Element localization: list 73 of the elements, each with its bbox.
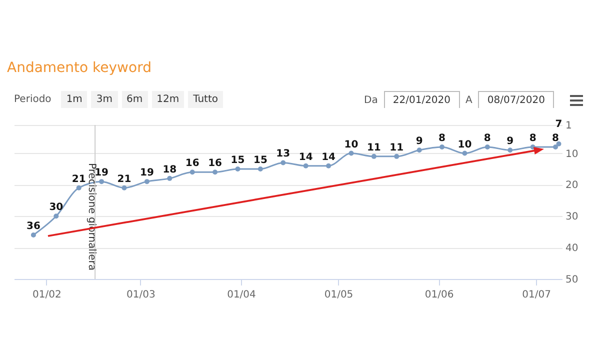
data-label: 36 (26, 221, 40, 232)
data-label: 8 (484, 133, 491, 144)
point (235, 166, 240, 172)
data-label: 14 (322, 152, 336, 163)
data-label: 9 (506, 136, 514, 148)
point (76, 185, 82, 190)
data-label: 8 (529, 133, 536, 144)
point (416, 148, 422, 153)
point (212, 170, 218, 175)
point (122, 185, 127, 190)
text: Da (364, 95, 378, 106)
data-label: 15 (230, 155, 245, 166)
point (508, 148, 513, 153)
data-label: 19 (94, 168, 109, 179)
data-label: 10 (458, 139, 472, 150)
text: Periodo (14, 94, 52, 105)
point (144, 179, 150, 184)
data-label: 9 (416, 136, 423, 148)
x-tick-label: 01/07 (522, 290, 551, 300)
point (553, 144, 558, 150)
text: Tutto (188, 91, 223, 108)
data-label: 11 (366, 142, 381, 154)
x-tick-label: 01/02 (32, 290, 62, 300)
text: 22/01/2020 (384, 91, 460, 110)
chart-title: Andamento keyword (7, 60, 152, 76)
data-label: 13 (276, 148, 290, 160)
y-tick-label: 1 (566, 120, 572, 132)
x-tick-label: 01/06 (424, 290, 454, 300)
data-label: 10 (344, 139, 358, 150)
point (303, 163, 308, 168)
point (167, 176, 172, 181)
text: 6m (122, 91, 148, 108)
point (30, 232, 36, 238)
data-label: 14 (298, 152, 313, 163)
text: 3m (91, 91, 118, 108)
point (371, 154, 376, 159)
data-label: 19 (140, 168, 154, 179)
data-label: 30 (49, 202, 64, 214)
point (190, 170, 195, 175)
point (484, 144, 490, 150)
x-tick-label: 01/04 (227, 290, 256, 300)
text: A (466, 95, 472, 106)
data-label: 7 (555, 118, 562, 130)
point (462, 150, 468, 156)
point (326, 163, 332, 168)
x-tick-label: 01/03 (126, 290, 156, 300)
point (99, 179, 104, 184)
data-label: 11 (390, 142, 404, 154)
point (280, 160, 286, 166)
point (348, 150, 354, 156)
text: 12m (152, 91, 184, 108)
text: 1m (61, 91, 88, 108)
y-tick-label: 10 (566, 148, 578, 160)
y-tick-label: 30 (566, 212, 578, 223)
point (54, 214, 59, 219)
data-label: 21 (72, 174, 86, 185)
data-label: 8 (552, 133, 560, 144)
y-tick-label: 20 (566, 180, 578, 192)
data-label: 18 (162, 164, 177, 176)
y-tick-label: 50 (566, 274, 578, 286)
point (440, 144, 445, 150)
data-label: 21 (117, 174, 132, 185)
x-tick-label: 01/05 (324, 290, 354, 300)
data-label: 16 (208, 158, 222, 170)
data-label: 8 (438, 133, 446, 144)
text: 08/07/2020 (478, 91, 554, 110)
y-tick-label: 40 (566, 243, 578, 254)
data-label: 15 (253, 155, 268, 166)
ref-line-label: Precisione giornaliera (86, 163, 98, 271)
point (258, 166, 263, 172)
point (394, 154, 400, 159)
point (556, 141, 562, 146)
data-label: 16 (185, 158, 200, 170)
